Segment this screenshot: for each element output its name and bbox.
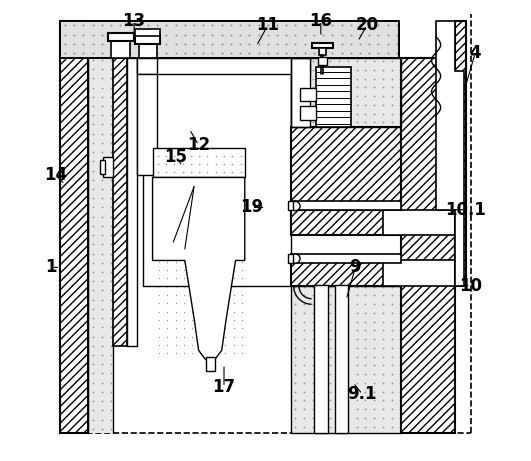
Bar (291, 254, 401, 263)
Bar (300, 106, 316, 120)
Bar (143, 58, 291, 286)
Bar (291, 201, 401, 210)
Text: 10: 10 (459, 277, 482, 295)
Bar (291, 58, 401, 127)
Bar (114, 58, 127, 346)
Text: 10.1: 10.1 (446, 201, 486, 219)
Text: 15: 15 (164, 148, 187, 166)
Polygon shape (436, 21, 464, 286)
Bar (312, 43, 333, 48)
Bar (291, 286, 401, 433)
Bar (288, 201, 293, 210)
Polygon shape (152, 177, 245, 360)
Bar (316, 67, 351, 127)
Text: 12: 12 (187, 136, 210, 154)
Bar (205, 357, 215, 371)
Text: 14: 14 (44, 166, 67, 184)
Bar (455, 21, 466, 286)
Bar (383, 210, 455, 235)
Bar (135, 29, 160, 36)
Bar (138, 74, 157, 175)
Bar (291, 210, 401, 235)
Text: 16: 16 (310, 12, 332, 30)
Bar (291, 262, 401, 286)
Circle shape (291, 201, 300, 211)
Bar (314, 285, 328, 433)
Bar (152, 148, 245, 177)
Bar (135, 35, 160, 44)
Bar (61, 21, 399, 58)
Bar (103, 157, 114, 177)
Bar (291, 58, 401, 127)
Bar (335, 285, 348, 433)
Text: 9: 9 (349, 258, 361, 277)
Text: 9.1: 9.1 (348, 385, 377, 403)
Bar (138, 58, 157, 74)
Bar (288, 254, 293, 263)
Bar (111, 39, 131, 58)
Bar (300, 88, 316, 101)
Bar (291, 286, 401, 433)
Bar (320, 48, 326, 55)
Text: 4: 4 (469, 44, 481, 62)
Bar (401, 58, 455, 433)
Bar (291, 127, 401, 230)
Text: 19: 19 (240, 198, 263, 217)
Text: 20: 20 (355, 16, 379, 35)
Circle shape (291, 254, 300, 263)
Text: 11: 11 (256, 16, 279, 35)
Text: 1: 1 (45, 258, 57, 277)
Bar (127, 58, 138, 346)
Bar (383, 260, 455, 286)
Bar (138, 58, 310, 74)
Bar (61, 21, 399, 58)
Bar (99, 160, 105, 174)
Bar (88, 58, 114, 433)
Text: 13: 13 (123, 12, 145, 30)
Bar (291, 58, 310, 127)
Bar (318, 57, 327, 65)
Bar (139, 35, 157, 58)
Text: 17: 17 (212, 378, 236, 396)
Bar (108, 33, 134, 41)
Bar (61, 21, 88, 433)
